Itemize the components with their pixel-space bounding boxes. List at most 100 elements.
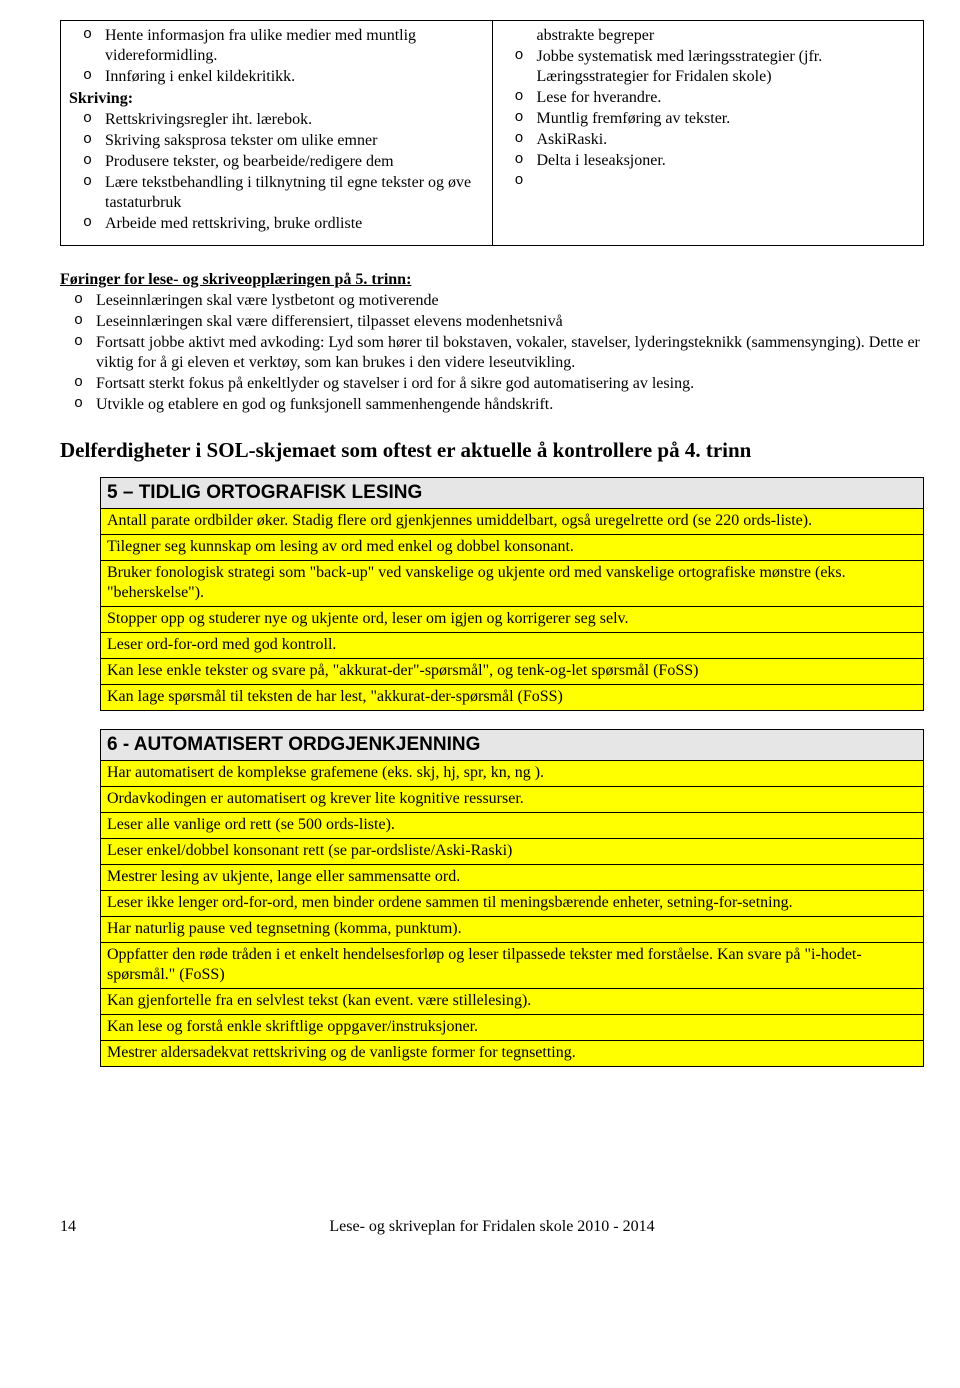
bullet-marker: o — [69, 110, 105, 129]
table-row: Leser enkel/dobbel konsonant rett (se pa… — [101, 838, 924, 864]
skill6-cell: Oppfatter den røde tråden i et enkelt he… — [101, 942, 924, 988]
list-item: oArbeide med rettskriving, bruke ordlist… — [69, 214, 484, 234]
footer-title: Lese- og skriveplan for Fridalen skole 2… — [60, 1217, 924, 1237]
skill5-cell: Stopper opp og studerer nye og ukjente o… — [101, 607, 924, 633]
skill5-cell: Antall parate ordbilder øker. Stadig fle… — [101, 509, 924, 535]
skill6-cell: Kan lese og forstå enkle skriftlige oppg… — [101, 1014, 924, 1040]
table-row: Mestrer lesing av ukjente, lange eller s… — [101, 864, 924, 890]
bullet-marker: o — [60, 374, 96, 393]
table-row: Leser ord-for-ord med god kontroll. — [101, 633, 924, 659]
skill6-cell: Kan gjenfortelle fra en selvlest tekst (… — [101, 988, 924, 1014]
right-column-cell: abstrakte begreperoJobbe systematisk med… — [492, 21, 924, 246]
list-item-text: Hente informasjon fra ulike medier med m… — [105, 26, 484, 66]
list-item-text: Arbeide med rettskriving, bruke ordliste — [105, 214, 484, 234]
list-item: abstrakte begreper — [501, 26, 916, 46]
list-item-text: Jobbe systematisk med læringsstrategier … — [537, 47, 916, 87]
skill6-cell: Leser enkel/dobbel konsonant rett (se pa… — [101, 838, 924, 864]
table-row: Kan lese og forstå enkle skriftlige oppg… — [101, 1014, 924, 1040]
skill6-cell: Mestrer aldersadekvat rettskriving og de… — [101, 1040, 924, 1066]
skill-table-6-wrap: 6 - AUTOMATISERT ORDGJENKJENNING Har aut… — [60, 729, 924, 1067]
list-item-text: abstrakte begreper — [537, 26, 916, 46]
list-item: oHente informasjon fra ulike medier med … — [69, 26, 484, 66]
list-item: oLese for hverandre. — [501, 88, 916, 108]
skill5-cell: Tilegner seg kunnskap om lesing av ord m… — [101, 535, 924, 561]
skill5-cell: Kan lese enkle tekster og svare på, "akk… — [101, 659, 924, 685]
list-item: oProdusere tekster, og bearbeide/rediger… — [69, 152, 484, 172]
foringer-section: Føringer for lese- og skriveopplæringen … — [60, 270, 924, 415]
left-column-cell: oHente informasjon fra ulike medier med … — [61, 21, 493, 246]
list-item-text: Innføring i enkel kildekritikk. — [105, 67, 484, 87]
page-number: 14 — [60, 1217, 76, 1237]
list-item-text: AskiRaski. — [537, 130, 916, 150]
list-item: oAskiRaski. — [501, 130, 916, 150]
table-row: Kan lage spørsmål til teksten de har les… — [101, 685, 924, 711]
list-item-text: Muntlig fremføring av tekster. — [537, 109, 916, 129]
table-row: Ordavkodingen er automatisert og krever … — [101, 786, 924, 812]
list-item-text: Leseinnlæringen skal være lystbetont og … — [96, 291, 924, 311]
bullet-marker: o — [69, 152, 105, 171]
skill6-cell: Mestrer lesing av ukjente, lange eller s… — [101, 864, 924, 890]
bullet-marker: o — [60, 291, 96, 310]
bullet-marker: o — [501, 47, 537, 66]
skill6-cell: Ordavkodingen er automatisert og krever … — [101, 786, 924, 812]
bullet-marker: o — [60, 395, 96, 414]
table-row: Bruker fonologisk strategi som "back-up"… — [101, 561, 924, 607]
bullet-marker: o — [69, 67, 105, 86]
list-item: oDelta i leseaksjoner. — [501, 151, 916, 171]
skill-table-5-header: 5 – TIDLIG ORTOGRAFISK LESING — [101, 478, 924, 509]
list-item-text: Skriving saksprosa tekster om ulike emne… — [105, 131, 484, 151]
list-item: oFortsatt sterkt fokus på enkeltlyder og… — [60, 374, 924, 394]
skill6-cell: Leser ikke lenger ord-for-ord, men binde… — [101, 890, 924, 916]
list-item-text: Fortsatt sterkt fokus på enkeltlyder og … — [96, 374, 924, 394]
list-item: oSkriving saksprosa tekster om ulike emn… — [69, 131, 484, 151]
skill6-cell: Har automatisert de komplekse grafemene … — [101, 760, 924, 786]
table-row: Har naturlig pause ved tegnsetning (komm… — [101, 916, 924, 942]
list-item: oLeseinnlæringen skal være differensiert… — [60, 312, 924, 332]
bullet-marker: o — [69, 26, 105, 45]
skill-table-6: 6 - AUTOMATISERT ORDGJENKJENNING Har aut… — [100, 729, 924, 1067]
table-row: Har automatisert de komplekse grafemene … — [101, 760, 924, 786]
table-row: Leser ikke lenger ord-for-ord, men binde… — [101, 890, 924, 916]
bullet-marker: o — [69, 131, 105, 150]
list-item-text: Lese for hverandre. — [537, 88, 916, 108]
bullet-marker: o — [501, 130, 537, 149]
skill5-cell: Bruker fonologisk strategi som "back-up"… — [101, 561, 924, 607]
bullet-marker: o — [501, 88, 537, 107]
table-row: Tilegner seg kunnskap om lesing av ord m… — [101, 535, 924, 561]
skill-table-5: 5 – TIDLIG ORTOGRAFISK LESING Antall par… — [100, 477, 924, 711]
delferdigheter-heading: Delferdigheter i SOL-skjemaet som oftest… — [60, 437, 924, 463]
table-row: Antall parate ordbilder øker. Stadig fle… — [101, 509, 924, 535]
skill6-cell: Har naturlig pause ved tegnsetning (komm… — [101, 916, 924, 942]
table-row: Kan lese enkle tekster og svare på, "akk… — [101, 659, 924, 685]
bullet-marker: o — [60, 333, 96, 352]
list-item-text: Lære tekstbehandling i tilknytning til e… — [105, 173, 484, 213]
list-item-text: Fortsatt jobbe aktivt med avkoding: Lyd … — [96, 333, 924, 373]
bullet-marker: o — [501, 109, 537, 128]
page-footer: 14 Lese- og skriveplan for Fridalen skol… — [60, 1217, 924, 1237]
list-item: oLære tekstbehandling i tilknytning til … — [69, 173, 484, 213]
list-item: oUtvikle og etablere en god og funksjone… — [60, 395, 924, 415]
foringer-title: Føringer for lese- og skriveopplæringen … — [60, 271, 411, 288]
list-item-text: Rettskrivingsregler iht. lærebok. — [105, 110, 484, 130]
top-two-column-table: oHente informasjon fra ulike medier med … — [60, 20, 924, 246]
table-row: Oppfatter den røde tråden i et enkelt he… — [101, 942, 924, 988]
table-row: Kan gjenfortelle fra en selvlest tekst (… — [101, 988, 924, 1014]
list-item-text: Utvikle og etablere en god og funksjonel… — [96, 395, 924, 415]
list-item-text: Delta i leseaksjoner. — [537, 151, 916, 171]
skill-table-6-header: 6 - AUTOMATISERT ORDGJENKJENNING — [101, 730, 924, 761]
list-item: oRettskrivingsregler iht. lærebok. — [69, 110, 484, 130]
bullet-marker: o — [69, 173, 105, 192]
table-row: Stopper opp og studerer nye og ukjente o… — [101, 607, 924, 633]
table-row: Mestrer aldersadekvat rettskriving og de… — [101, 1040, 924, 1066]
skill6-cell: Leser alle vanlige ord rett (se 500 ords… — [101, 812, 924, 838]
list-item-text: Produsere tekster, og bearbeide/redigere… — [105, 152, 484, 172]
list-item: o — [501, 172, 916, 191]
bullet-marker: o — [60, 312, 96, 331]
list-item: oMuntlig fremføring av tekster. — [501, 109, 916, 129]
list-item: oJobbe systematisk med læringsstrategier… — [501, 47, 916, 87]
list-item: oLeseinnlæringen skal være lystbetont og… — [60, 291, 924, 311]
list-item: oFortsatt jobbe aktivt med avkoding: Lyd… — [60, 333, 924, 373]
list-item-text: Leseinnlæringen skal være differensiert,… — [96, 312, 924, 332]
bullet-marker: o — [501, 151, 537, 170]
skriving-label: Skriving: — [69, 89, 484, 109]
